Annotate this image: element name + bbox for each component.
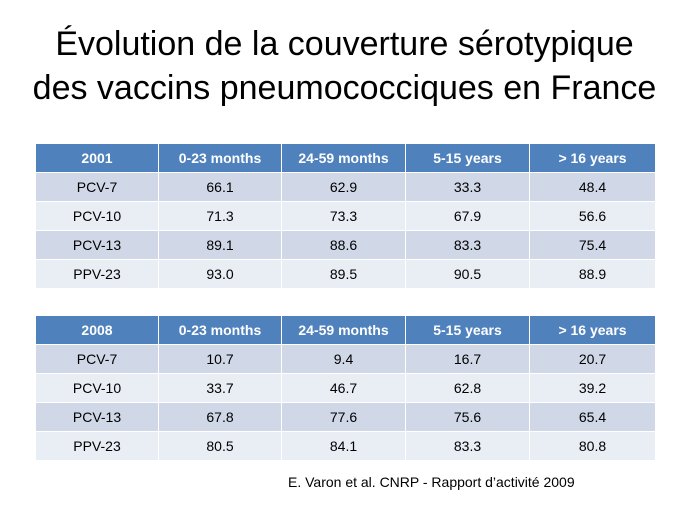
value-cell: 73.3 (281, 201, 406, 231)
table-header-row: 2008 0-23 months 24-59 months 5-15 years… (35, 315, 656, 345)
table-row: PCV-7 10.7 9.4 16.7 20.7 (35, 344, 656, 374)
vaccine-cell: PCV-7 (35, 344, 159, 374)
value-cell: 88.6 (281, 230, 406, 260)
value-cell: 75.4 (529, 230, 656, 260)
value-cell: 89.1 (158, 230, 282, 260)
header-24-59-months: 24-59 months (281, 315, 406, 345)
value-cell: 88.9 (529, 259, 656, 289)
coverage-table-2008: 2008 0-23 months 24-59 months 5-15 years… (35, 315, 656, 461)
value-cell: 80.5 (158, 431, 282, 461)
coverage-table-2001: 2001 0-23 months 24-59 months 5-15 years… (35, 143, 656, 289)
vaccine-cell: PPV-23 (35, 431, 159, 461)
value-cell: 65.4 (529, 402, 656, 432)
value-cell: 33.3 (405, 172, 530, 202)
value-cell: 80.8 (529, 431, 656, 461)
value-cell: 75.6 (405, 402, 530, 432)
slide-title-line-2: des vaccins pneumococciques en France (32, 69, 657, 107)
vaccine-cell: PCV-10 (35, 373, 159, 403)
value-cell: 16.7 (405, 344, 530, 374)
vaccine-cell: PCV-13 (35, 402, 159, 432)
table-header-row: 2001 0-23 months 24-59 months 5-15 years… (35, 143, 656, 173)
slide-title-line-1: Évolution de la couverture sérotypique (55, 25, 634, 63)
vaccine-cell: PCV-10 (35, 201, 159, 231)
vaccine-cell: PPV-23 (35, 259, 159, 289)
value-cell: 71.3 (158, 201, 282, 231)
value-cell: 67.8 (158, 402, 282, 432)
header-0-23-months: 0-23 months (158, 143, 282, 173)
value-cell: 90.5 (405, 259, 530, 289)
header-over-16-years: > 16 years (529, 143, 656, 173)
value-cell: 93.0 (158, 259, 282, 289)
source-citation: E. Varon et al. CNRP - Rapport d’activit… (288, 474, 575, 490)
value-cell: 62.8 (405, 373, 530, 403)
header-year: 2008 (35, 315, 159, 345)
header-24-59-months: 24-59 months (281, 143, 406, 173)
value-cell: 89.5 (281, 259, 406, 289)
value-cell: 10.7 (158, 344, 282, 374)
header-0-23-months: 0-23 months (158, 315, 282, 345)
value-cell: 66.1 (158, 172, 282, 202)
table-row: PCV-7 66.1 62.9 33.3 48.4 (35, 172, 656, 202)
vaccine-cell: PCV-13 (35, 230, 159, 260)
value-cell: 39.2 (529, 373, 656, 403)
value-cell: 20.7 (529, 344, 656, 374)
value-cell: 83.3 (405, 230, 530, 260)
value-cell: 9.4 (281, 344, 406, 374)
table-row: PCV-13 89.1 88.6 83.3 75.4 (35, 230, 656, 260)
value-cell: 56.6 (529, 201, 656, 231)
header-year: 2001 (35, 143, 159, 173)
value-cell: 84.1 (281, 431, 406, 461)
vaccine-cell: PCV-7 (35, 172, 159, 202)
value-cell: 83.3 (405, 431, 530, 461)
table-row: PCV-13 67.8 77.6 75.6 65.4 (35, 402, 656, 432)
table-row: PPV-23 80.5 84.1 83.3 80.8 (35, 431, 656, 461)
value-cell: 46.7 (281, 373, 406, 403)
header-over-16-years: > 16 years (529, 315, 656, 345)
value-cell: 67.9 (405, 201, 530, 231)
slide-title: Évolution de la couverture sérotypique d… (0, 22, 689, 110)
value-cell: 62.9 (281, 172, 406, 202)
table-row: PCV-10 33.7 46.7 62.8 39.2 (35, 373, 656, 403)
header-5-15-years: 5-15 years (405, 143, 530, 173)
table-row: PPV-23 93.0 89.5 90.5 88.9 (35, 259, 656, 289)
value-cell: 77.6 (281, 402, 406, 432)
table-row: PCV-10 71.3 73.3 67.9 56.6 (35, 201, 656, 231)
value-cell: 33.7 (158, 373, 282, 403)
header-5-15-years: 5-15 years (405, 315, 530, 345)
value-cell: 48.4 (529, 172, 656, 202)
